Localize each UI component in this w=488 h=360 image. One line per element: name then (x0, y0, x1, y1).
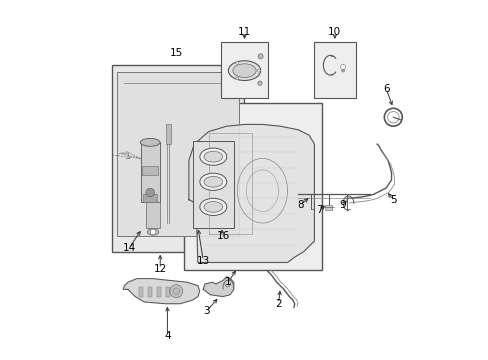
Text: 4: 4 (164, 331, 170, 341)
Ellipse shape (200, 198, 226, 216)
Circle shape (341, 69, 344, 72)
Bar (142, 166, 158, 175)
Text: 14: 14 (122, 243, 135, 253)
Text: 9: 9 (339, 200, 346, 210)
Bar (183, 103, 321, 270)
Text: 12: 12 (153, 264, 166, 274)
Bar (147, 287, 152, 297)
Polygon shape (188, 125, 314, 262)
Bar (145, 202, 160, 228)
Text: 2: 2 (275, 299, 281, 309)
Circle shape (340, 64, 345, 69)
Bar (140, 142, 160, 202)
Circle shape (235, 77, 238, 80)
Ellipse shape (200, 173, 226, 190)
Text: 6: 6 (382, 84, 388, 94)
Bar (139, 287, 142, 297)
Text: 1: 1 (224, 277, 231, 287)
Bar (117, 72, 239, 235)
Bar (156, 287, 161, 297)
Circle shape (258, 54, 263, 59)
Bar (314, 42, 355, 98)
Text: 16: 16 (216, 231, 229, 240)
Bar (192, 140, 233, 228)
Text: 10: 10 (327, 27, 341, 37)
Ellipse shape (203, 202, 222, 212)
Ellipse shape (228, 61, 260, 81)
Bar (143, 194, 157, 202)
Circle shape (235, 62, 238, 64)
Ellipse shape (203, 151, 222, 162)
Text: 11: 11 (237, 27, 251, 37)
Ellipse shape (147, 229, 159, 235)
Bar (165, 287, 169, 297)
Circle shape (169, 285, 183, 298)
Bar (165, 125, 171, 144)
Polygon shape (203, 277, 233, 297)
Ellipse shape (140, 138, 160, 146)
Ellipse shape (200, 148, 226, 165)
Text: 3: 3 (203, 306, 210, 316)
Circle shape (145, 188, 154, 197)
Text: 7: 7 (316, 206, 323, 216)
Text: 13: 13 (196, 256, 209, 266)
Bar (221, 42, 267, 98)
Bar (174, 287, 179, 297)
Text: 8: 8 (296, 200, 303, 210)
Polygon shape (123, 279, 199, 304)
Circle shape (257, 69, 260, 72)
Bar (325, 205, 332, 211)
Text: 5: 5 (389, 195, 396, 205)
Circle shape (257, 81, 262, 85)
Circle shape (150, 229, 156, 235)
Ellipse shape (232, 64, 256, 77)
Text: 15: 15 (169, 48, 183, 58)
Bar (112, 65, 244, 252)
Circle shape (173, 288, 179, 294)
Ellipse shape (203, 176, 222, 187)
